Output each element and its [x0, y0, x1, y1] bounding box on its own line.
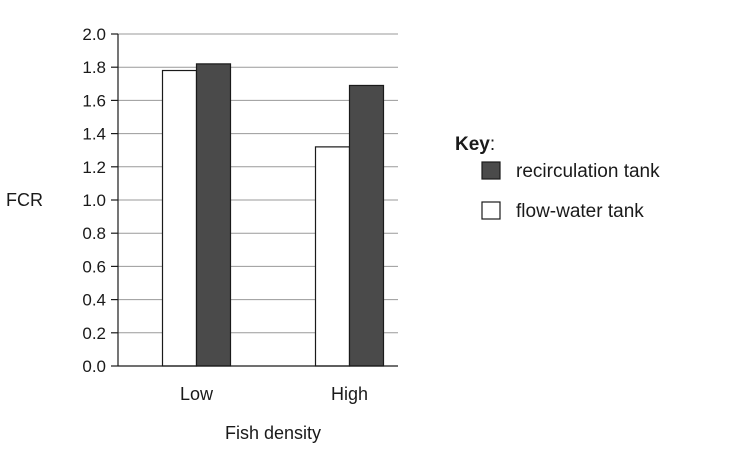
y-tick-label: 0.8 — [82, 224, 106, 243]
y-tick-label: 1.0 — [82, 191, 106, 210]
legend-items: recirculation tank flow-water tank — [481, 161, 660, 222]
y-tick-label: 0.4 — [82, 291, 106, 310]
y-tick-label: 0.6 — [82, 257, 106, 276]
legend-label: recirculation tank — [516, 161, 660, 182]
x-tick-labels: Low High — [180, 384, 368, 404]
x-axis-label: Fish density — [225, 423, 321, 443]
bars — [161, 63, 385, 367]
legend-label: flow-water tank — [516, 201, 644, 222]
legend-swatch — [481, 161, 501, 180]
y-tick-label: 2.0 — [82, 25, 106, 44]
y-tick-label: 0.2 — [82, 324, 106, 343]
y-tick-label: 1.2 — [82, 158, 106, 177]
bar — [161, 69, 198, 367]
bar — [314, 146, 351, 367]
y-tick-labels: 0.0 0.2 0.4 0.6 0.8 1.0 1.2 1.4 1.6 1.8 2.0 — [82, 25, 106, 376]
y-tick-label: 1.4 — [82, 125, 106, 144]
y-axis-label: FCR — [6, 190, 43, 210]
axes — [111, 33, 398, 367]
legend: Key: recirculation tank flow-water tank — [455, 134, 660, 222]
y-tick-label: 1.6 — [82, 91, 106, 110]
x-tick-label: Low — [180, 384, 214, 404]
bar — [195, 63, 232, 367]
y-tick-label: 1.8 — [82, 58, 106, 77]
legend-swatch — [481, 201, 501, 220]
y-tick-label: 0.0 — [82, 357, 106, 376]
bar — [348, 84, 385, 367]
x-tick-label: High — [331, 384, 368, 404]
legend-title: Key: — [455, 134, 495, 155]
